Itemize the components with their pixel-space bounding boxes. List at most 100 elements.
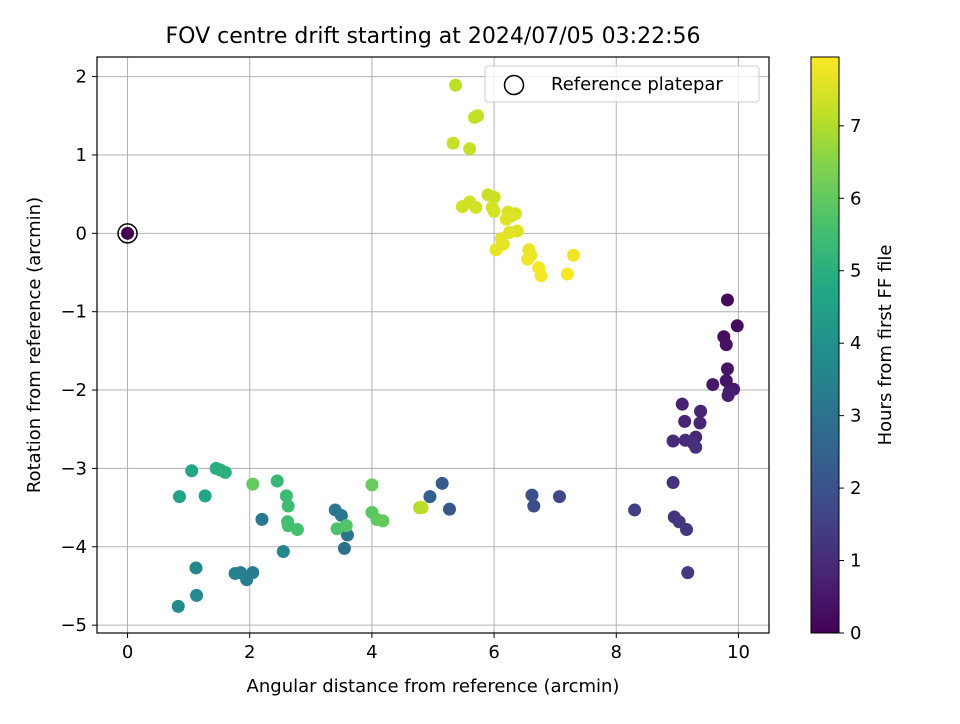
scatter-point xyxy=(435,476,449,490)
scatter-point xyxy=(720,362,734,376)
scatter-point xyxy=(228,566,242,580)
y-tick-label: −1 xyxy=(60,302,87,323)
scatter-point xyxy=(487,204,501,218)
colorbar-tick-label: 0 xyxy=(850,623,861,644)
scatter-point xyxy=(567,248,581,262)
legend: Reference platepar xyxy=(484,65,760,103)
scatter-point xyxy=(365,478,379,492)
colorbar-tick-label: 5 xyxy=(850,261,861,282)
chart-title: FOV centre drift starting at 2024/07/05 … xyxy=(166,24,701,49)
scatter-point xyxy=(719,374,733,388)
colorbar-tick-label: 1 xyxy=(850,551,861,572)
scatter-point xyxy=(720,293,734,307)
scatter-point xyxy=(198,489,212,503)
y-tick-label: −2 xyxy=(60,380,87,401)
scatter-point xyxy=(469,200,483,214)
x-tick-label: 2 xyxy=(244,642,255,663)
scatter-point xyxy=(666,434,680,448)
scatter-point xyxy=(678,414,692,428)
scatter-point xyxy=(172,490,186,504)
scatter-point xyxy=(281,499,295,513)
scatter-point xyxy=(525,488,539,502)
scatter-point xyxy=(499,212,513,226)
scatter-point xyxy=(527,499,541,513)
scatter-point xyxy=(560,267,574,281)
scatter-point xyxy=(694,404,708,418)
scatter-point xyxy=(190,588,204,602)
y-tick-label: −4 xyxy=(60,537,87,558)
data-points xyxy=(171,78,744,613)
colorbar: 0 1 2 3 4 5 6 7 Hours from first FF file xyxy=(810,56,896,644)
scatter-point xyxy=(628,503,642,517)
reference-ring xyxy=(117,223,138,244)
plot-frame xyxy=(96,56,770,634)
scatter-point xyxy=(415,501,429,515)
grid-lines xyxy=(97,57,769,633)
scatter-point xyxy=(270,474,284,488)
x-axis-ticks: 0 2 4 6 8 10 xyxy=(122,633,750,663)
x-tick-label: 8 xyxy=(611,642,622,663)
scatter-point xyxy=(487,190,501,204)
x-tick-label: 10 xyxy=(727,642,750,663)
scatter-point xyxy=(255,512,269,526)
scatter-point xyxy=(455,200,469,214)
legend-marker-ref-icon xyxy=(503,74,525,96)
scatter-point xyxy=(689,440,703,454)
x-tick-label: 0 xyxy=(122,642,133,663)
colorbar-tick-label: 3 xyxy=(850,406,861,427)
scatter-point xyxy=(730,319,744,333)
scatter-point xyxy=(719,338,733,352)
scatter-point xyxy=(279,489,293,503)
x-tick-label: 4 xyxy=(366,642,377,663)
scatter-point xyxy=(446,136,460,150)
colorbar-tick-label: 7 xyxy=(850,116,861,137)
scatter-point xyxy=(246,477,260,491)
scatter-point xyxy=(442,502,456,516)
x-tick-label: 6 xyxy=(488,642,499,663)
scatter-point xyxy=(276,544,290,558)
scatter-point xyxy=(339,519,353,533)
y-axis-ticks: −5 −4 −3 −2 −1 0 1 2 xyxy=(60,67,97,636)
x-axis-label: Angular distance from reference (arcmin) xyxy=(247,676,620,697)
colorbar-label: Hours from first FF file xyxy=(875,245,896,446)
scatter-point xyxy=(675,397,689,411)
colorbar-gradient xyxy=(810,56,840,634)
scatter-point xyxy=(721,389,735,403)
y-tick-label: −3 xyxy=(60,458,87,479)
scatter-point xyxy=(534,269,548,283)
scatter-point xyxy=(680,523,694,537)
y-tick-label: 1 xyxy=(76,145,87,166)
scatter-point xyxy=(666,476,680,490)
y-axis-label: Rotation from reference (arcmin) xyxy=(24,197,45,493)
legend-box xyxy=(484,65,760,103)
scatter-point xyxy=(185,464,199,478)
scatter-point xyxy=(468,110,482,124)
reference-point xyxy=(121,226,135,240)
scatter-point xyxy=(423,490,437,504)
scatter-point xyxy=(463,142,477,156)
y-tick-label: 0 xyxy=(76,223,87,244)
colorbar-tick-label: 4 xyxy=(850,333,861,354)
scatter-point xyxy=(521,252,535,266)
scatter-point xyxy=(449,78,463,92)
scatter-point xyxy=(489,243,503,257)
legend-entry-label: Reference platepar xyxy=(551,74,723,95)
scatter-point xyxy=(290,523,304,537)
y-tick-label: 2 xyxy=(76,67,87,88)
colorbar-ticks: 0 1 2 3 4 5 6 7 xyxy=(839,116,861,644)
y-tick-label: −5 xyxy=(60,615,87,636)
scatter-point xyxy=(706,378,720,392)
scatter-point xyxy=(376,514,390,528)
reference-marker xyxy=(117,223,138,244)
scatter-point xyxy=(552,490,566,504)
colorbar-tick-label: 6 xyxy=(850,188,861,209)
scatter-point xyxy=(681,566,695,580)
scatter-point xyxy=(328,503,342,517)
scatter-point xyxy=(693,416,707,430)
scatter-point xyxy=(171,599,185,613)
scatter-point xyxy=(189,561,203,575)
scatter-point xyxy=(337,541,351,555)
scatter-point xyxy=(218,465,232,479)
